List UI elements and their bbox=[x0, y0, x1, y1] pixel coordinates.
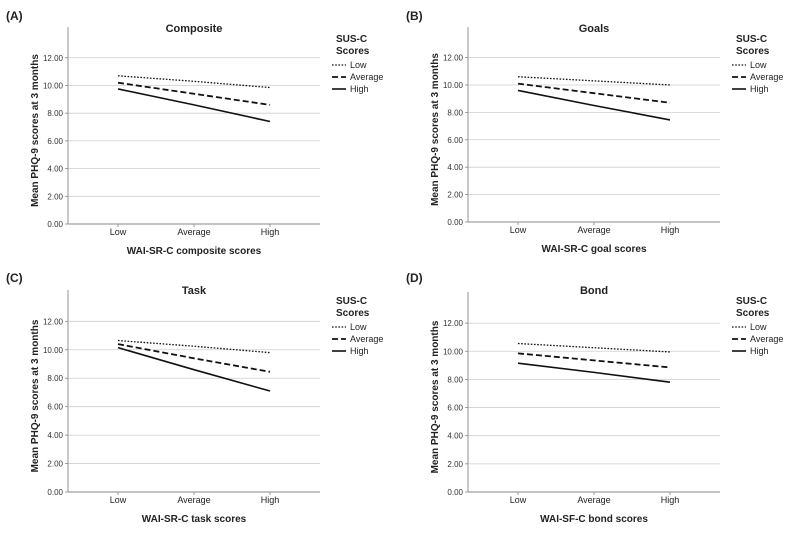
y-tick-label: 10.00 bbox=[43, 81, 64, 90]
legend-title: SUS-C bbox=[736, 34, 767, 45]
series-line-high bbox=[117, 88, 271, 123]
legend-label: High bbox=[750, 346, 769, 356]
x-tick-label: Low bbox=[510, 495, 527, 505]
x-tick-label: Low bbox=[110, 495, 127, 505]
y-tick-label: 6.00 bbox=[47, 403, 63, 412]
x-tick-label: High bbox=[261, 227, 280, 237]
x-axis-label: WAI-SF-C bond scores bbox=[540, 514, 648, 525]
legend-title: SUS-C bbox=[336, 34, 367, 45]
y-tick-label: 0.00 bbox=[47, 220, 63, 229]
y-tick-label: 2.00 bbox=[47, 460, 63, 469]
y-tick-label: 8.00 bbox=[47, 374, 63, 383]
legend-label: Average bbox=[350, 72, 383, 82]
legend-label: Average bbox=[350, 334, 383, 344]
x-tick-label: High bbox=[661, 225, 680, 235]
chart-title: Bond bbox=[580, 285, 608, 297]
y-tick-label: 6.00 bbox=[47, 137, 63, 146]
y-tick-label: 10.00 bbox=[443, 347, 464, 356]
x-tick-label: Average bbox=[577, 225, 610, 235]
legend-title: SUS-C bbox=[736, 296, 767, 307]
chart-title: Task bbox=[182, 285, 207, 297]
legend-label: Low bbox=[350, 60, 367, 70]
legend-label: High bbox=[350, 84, 369, 94]
y-axis-label: Mean PHQ-9 scores at 3 months bbox=[430, 53, 441, 206]
x-axis-label: WAI-SR-C task scores bbox=[142, 514, 247, 525]
y-tick-label: 4.00 bbox=[47, 165, 63, 174]
series-line-average bbox=[117, 81, 271, 106]
y-tick-label: 12.00 bbox=[43, 317, 64, 326]
legend-label: Low bbox=[350, 322, 367, 332]
x-tick-label: High bbox=[661, 495, 680, 505]
y-tick-label: 12.00 bbox=[443, 319, 464, 328]
legend-title: Scores bbox=[336, 46, 370, 57]
series-line-high bbox=[517, 89, 671, 121]
legend-title: Scores bbox=[736, 46, 770, 57]
y-tick-label: 12.00 bbox=[43, 54, 64, 63]
y-tick-label: 0.00 bbox=[447, 218, 463, 227]
x-tick-label: Average bbox=[177, 227, 210, 237]
series-line-average bbox=[117, 343, 271, 373]
panel-label: (D) bbox=[406, 271, 423, 285]
legend-label: Low bbox=[750, 60, 767, 70]
y-tick-label: 10.00 bbox=[43, 346, 64, 355]
legend-title: Scores bbox=[736, 308, 770, 319]
series-line-average bbox=[517, 352, 671, 369]
x-tick-label: Average bbox=[177, 495, 210, 505]
series-line-high bbox=[117, 346, 271, 392]
y-tick-label: 10.00 bbox=[443, 81, 464, 90]
legend-label: Average bbox=[750, 72, 783, 82]
y-tick-label: 6.00 bbox=[447, 404, 463, 413]
legend-label: Average bbox=[750, 334, 783, 344]
series-line-average bbox=[517, 82, 671, 104]
panel-c: (C) Task 0.00 2.00 4.00 6.00 8.00 10.00 12.00 Low… bbox=[6, 271, 383, 525]
x-tick-label: Average bbox=[577, 495, 610, 505]
y-tick-label: 12.00 bbox=[443, 54, 464, 63]
y-tick-label: 2.00 bbox=[47, 192, 63, 201]
legend-label: High bbox=[750, 84, 769, 94]
panel-b: (B) Goals 0.00 2.00 4.00 6.00 8.00 10.00 12.00 Lo… bbox=[406, 9, 783, 255]
y-tick-label: 2.00 bbox=[447, 460, 463, 469]
y-axis-label: Mean PHQ-9 scores at 3 months bbox=[30, 54, 41, 207]
series-line-low bbox=[517, 342, 671, 353]
y-tick-label: 4.00 bbox=[447, 163, 463, 172]
chart-title: Composite bbox=[166, 23, 223, 35]
legend-label: High bbox=[350, 346, 369, 356]
legend-title: SUS-C bbox=[336, 296, 367, 307]
y-axis-label: Mean PHQ-9 scores at 3 months bbox=[430, 320, 441, 473]
x-axis-label: WAI-SR-C composite scores bbox=[127, 246, 262, 257]
panel-d: (D) Bond 0.00 2.00 4.00 6.00 8.00 10.00 12.00 Low… bbox=[406, 271, 783, 525]
legend-label: Low bbox=[750, 322, 767, 332]
y-axis-label: Mean PHQ-9 scores at 3 months bbox=[30, 319, 41, 472]
x-tick-label: High bbox=[261, 495, 280, 505]
y-tick-label: 2.00 bbox=[447, 191, 463, 200]
x-axis-label: WAI-SR-C goal scores bbox=[541, 244, 646, 255]
legend-title: Scores bbox=[336, 308, 370, 319]
x-tick-label: Low bbox=[110, 227, 127, 237]
series-line-low bbox=[517, 76, 671, 86]
panel-a: (A) Composite 0.00 2.00 4.00 6.00 8.00 10.00 12.… bbox=[6, 9, 383, 257]
series-line-high bbox=[517, 362, 671, 384]
y-tick-label: 0.00 bbox=[447, 488, 463, 497]
y-tick-label: 4.00 bbox=[47, 431, 63, 440]
series-line-low bbox=[117, 339, 271, 354]
y-tick-label: 0.00 bbox=[47, 488, 63, 497]
x-tick-label: Low bbox=[510, 225, 527, 235]
y-tick-label: 8.00 bbox=[447, 108, 463, 117]
y-tick-label: 4.00 bbox=[447, 432, 463, 441]
chart-title: Goals bbox=[579, 23, 610, 35]
y-tick-label: 8.00 bbox=[47, 109, 63, 118]
panel-label: (B) bbox=[406, 9, 423, 23]
y-tick-label: 6.00 bbox=[447, 136, 463, 145]
y-tick-label: 8.00 bbox=[447, 375, 463, 384]
panel-label: (A) bbox=[6, 9, 23, 23]
panel-label: (C) bbox=[6, 271, 23, 285]
